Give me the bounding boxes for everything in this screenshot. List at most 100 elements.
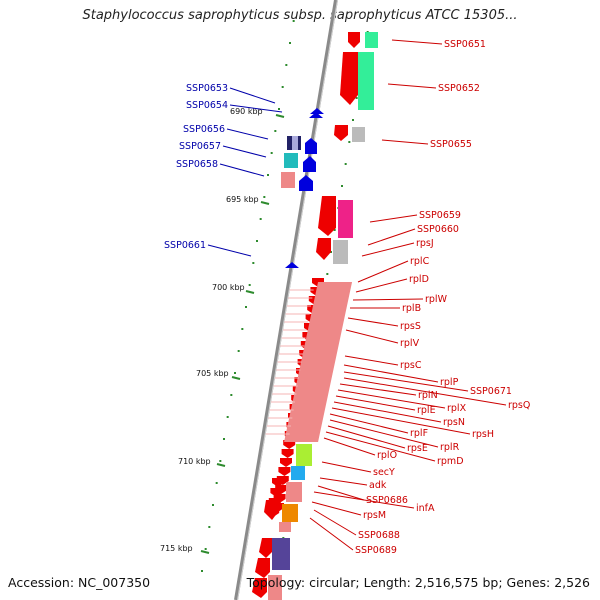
gene-ssp0659[interactable] — [318, 196, 336, 236]
gene-ssp0652[interactable] — [340, 52, 358, 105]
operon-gene-arrow[interactable] — [278, 467, 291, 476]
gene-label-rplp[interactable]: rplP — [440, 377, 459, 388]
guide-dot-left — [259, 218, 262, 220]
gene-ssp0657[interactable] — [303, 156, 316, 172]
gene-label-rplo[interactable]: rplO — [377, 450, 397, 461]
label-leader — [229, 87, 276, 104]
gene-label-infa[interactable]: infA — [416, 503, 435, 514]
gene-label-rplx[interactable]: rplX — [447, 403, 467, 414]
gene-label-ssp0659[interactable]: SSP0659 — [419, 210, 461, 221]
gene-label-rplv[interactable]: rplV — [400, 338, 420, 349]
ribosomal-operon-track[interactable] — [284, 282, 353, 442]
gene-bottom-1[interactable] — [259, 538, 272, 558]
gene-ssp0660[interactable] — [316, 238, 331, 260]
genome-backbone-highlight — [237, 0, 338, 600]
gene-label-rpsn[interactable]: rpsN — [443, 417, 465, 428]
gene-label-rplb[interactable]: rplB — [402, 303, 421, 314]
gene-ssp0689-track[interactable] — [272, 538, 290, 570]
gene-ssp0655[interactable] — [334, 125, 348, 141]
gene-label-ssp0651[interactable]: SSP0651 — [444, 39, 486, 50]
gene-seCY-track[interactable] — [296, 444, 312, 466]
gene-label-rpsm[interactable]: rpsM — [363, 510, 386, 521]
gene-label-ssp0671[interactable]: SSP0671 — [470, 386, 512, 397]
operon-gene-arrow[interactable] — [280, 458, 292, 467]
gene-ssp0653[interactable] — [310, 108, 324, 114]
gene-label-rpss[interactable]: rpsS — [400, 321, 421, 332]
label-leader — [355, 278, 408, 293]
operon-gene-arrow[interactable] — [283, 440, 296, 449]
label-leader — [347, 317, 399, 327]
gene-label-rpsh[interactable]: rpsH — [472, 429, 494, 440]
gene-ssp0654[interactable] — [309, 112, 323, 118]
gene-ssp0656[interactable] — [305, 138, 317, 154]
gene-label-rpsq[interactable]: rpsQ — [508, 400, 530, 411]
gene-ssp0657-track[interactable] — [284, 153, 298, 168]
gene-label-adk[interactable]: adk — [369, 480, 387, 491]
gene-label-rpmd[interactable]: rpmD — [437, 456, 464, 467]
guide-dot-left — [267, 174, 269, 176]
gene-label-ssp0660[interactable]: SSP0660 — [417, 224, 459, 235]
guide-dot-left — [215, 482, 218, 484]
gene-ssp0651[interactable] — [348, 32, 360, 48]
gene-label-rplc[interactable]: rplC — [410, 256, 430, 267]
scale-tick-label: 710 kbp — [178, 457, 211, 466]
gene-label-rplr[interactable]: rplR — [440, 442, 460, 453]
topology-info: Topology: circular; Length: 2,516,575 bp… — [246, 575, 590, 590]
gene-label-rplw[interactable]: rplW — [425, 294, 448, 305]
gene-label-ssp0656[interactable]: SSP0656 — [183, 124, 225, 135]
gene-ssp0652-track[interactable] — [358, 52, 374, 110]
gene-label-ssp0686[interactable]: SSP0686 — [366, 495, 408, 506]
gene-label-ssp0689[interactable]: SSP0689 — [355, 545, 397, 556]
label-leader — [309, 517, 354, 551]
gene-ssp0659-track[interactable] — [338, 200, 353, 238]
gene-adk-track[interactable] — [291, 466, 305, 480]
scale-tick — [245, 290, 255, 294]
label-leader — [327, 425, 406, 449]
guide-dot-left — [237, 350, 240, 352]
gene-ssp0661[interactable] — [285, 262, 299, 268]
gene-ssp0658[interactable] — [299, 175, 313, 191]
gene-label-secy[interactable]: secY — [373, 467, 395, 478]
gene-label-rpln[interactable]: rplN — [418, 390, 438, 401]
gene-label-rpsc[interactable]: rpsC — [400, 360, 422, 371]
label-leader — [329, 419, 439, 448]
guide-dot-left — [223, 438, 225, 440]
label-leader-lines — [207, 39, 507, 551]
gene-ssp0660-track[interactable] — [333, 240, 348, 264]
gene-label-ssp0654[interactable]: SSP0654 — [186, 100, 228, 111]
gene-ssp0688-track[interactable] — [282, 504, 298, 522]
label-leader — [345, 329, 399, 344]
gene-label-rpld[interactable]: rplD — [409, 274, 429, 285]
label-leader — [381, 139, 429, 145]
gene-ssp0658-track[interactable] — [281, 172, 295, 188]
gene-label-ssp0658[interactable]: SSP0658 — [176, 159, 218, 170]
gene-rpsm-track[interactable] — [279, 522, 291, 532]
label-leader — [319, 477, 368, 486]
gene-label-ssp0655[interactable]: SSP0655 — [430, 139, 472, 150]
gene-infA-track[interactable] — [286, 482, 302, 502]
label-leader — [357, 260, 409, 283]
operon-gene-arrow[interactable] — [270, 488, 283, 497]
operon-gene-arrow[interactable] — [281, 449, 294, 458]
gene-label-ssp0652[interactable]: SSP0652 — [438, 83, 480, 94]
gene-label-ssp0661[interactable]: SSP0661 — [164, 240, 206, 251]
gene-label-rplf[interactable]: rplF — [410, 428, 428, 439]
gene-bottom-track[interactable] — [268, 575, 282, 600]
label-leader — [222, 145, 267, 158]
gene-ssp0651-track[interactable] — [365, 32, 378, 48]
gene-label-rple[interactable]: rplE — [417, 405, 436, 416]
gene-bottom-3[interactable] — [252, 578, 267, 598]
operon-gene-arrow[interactable] — [264, 500, 278, 520]
gene-label-ssp0688[interactable]: SSP0688 — [358, 530, 400, 541]
gene-label-rpsj[interactable]: rpsJ — [416, 238, 434, 249]
guide-dot-right — [333, 229, 336, 231]
gene-label-rpse[interactable]: rpsE — [407, 443, 428, 454]
gene-label-ssp0657[interactable]: SSP0657 — [179, 141, 221, 152]
guide-dot-left — [252, 262, 255, 264]
guide-dot-left — [230, 394, 233, 396]
gene-label-ssp0653[interactable]: SSP0653 — [186, 83, 228, 94]
operon-gene-arrow[interactable] — [272, 478, 284, 487]
gene-ssp0655-track[interactable] — [352, 127, 365, 142]
gene-bottom-2[interactable] — [255, 558, 270, 578]
